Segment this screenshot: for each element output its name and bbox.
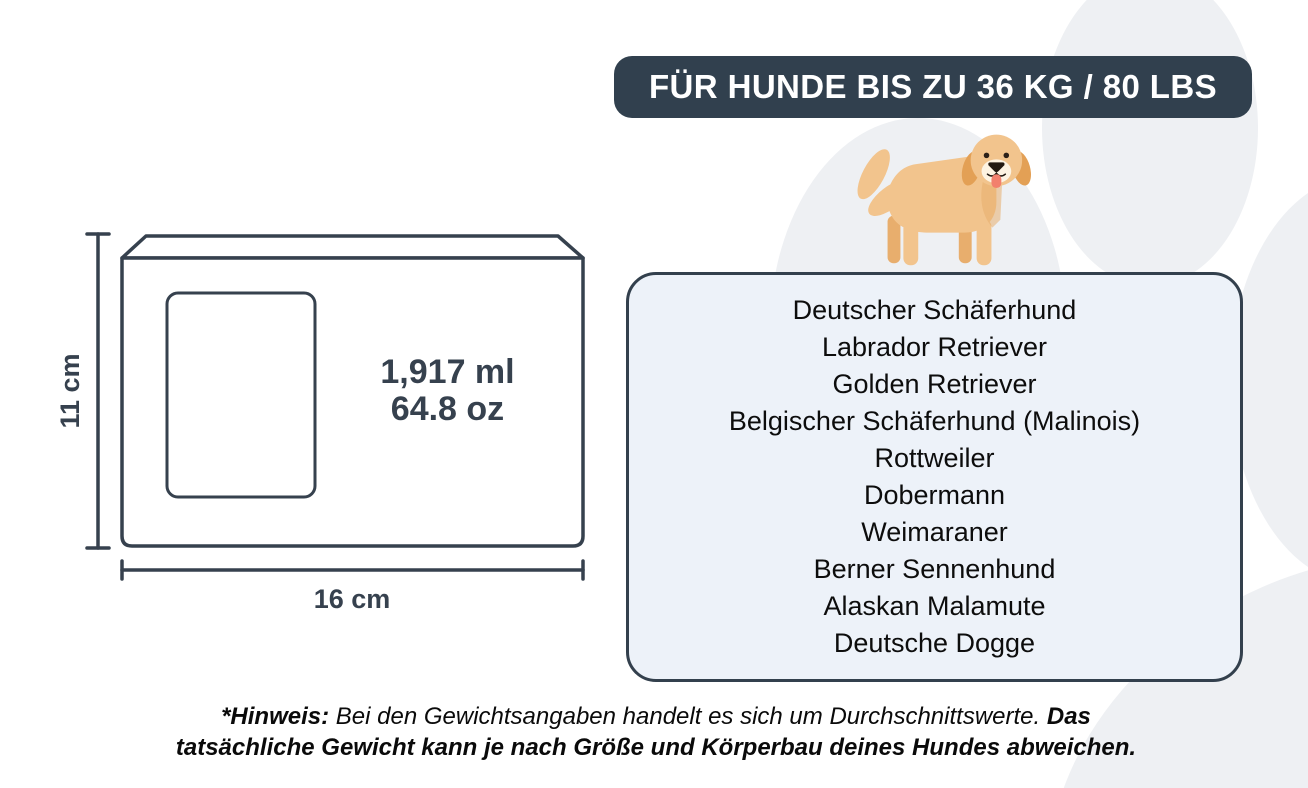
breed-item: Weimaraner (861, 517, 1008, 547)
dog-tongue (991, 174, 1002, 189)
footnote-line-2: tatsächliche Gewicht kann je nach Größe … (175, 734, 1137, 761)
container-top-face (120, 234, 585, 260)
breed-item: Deutsche Dogge (833, 628, 1036, 658)
dog-hind-leg-far (887, 215, 901, 264)
container-window (165, 291, 317, 499)
breed-item: Rottweiler (874, 443, 995, 473)
capacity-oz: 64.8 oz (390, 390, 505, 428)
width-dimension-label: 16 cm (313, 584, 391, 614)
dog-mouth (986, 171, 1007, 177)
footnote: *Hinweis: Bei den Gewichtsangaben handel… (114, 701, 1198, 763)
breed-item: Berner Sennenhund (813, 554, 1056, 584)
capacity-ml: 1,917 ml (380, 353, 515, 391)
weight-limit-banner: FÜR HUNDE BIS ZU 36 KG / 80 LBS (614, 56, 1252, 118)
paw-toe-shape (1230, 192, 1308, 568)
dog-front-leg-near (976, 219, 992, 266)
footnote-regular-text: Bei den Gewichtsangaben handelt es sich … (335, 703, 1041, 730)
banner-label: FÜR HUNDE BIS ZU 36 KG / 80 LBS (649, 68, 1217, 105)
breed-item: Belgischer Schäferhund (Malinois) (728, 406, 1141, 436)
breed-item: Alaskan Malamute (823, 591, 1046, 621)
footnote-bold-das: Das (1046, 703, 1091, 730)
breed-item: Dobermann (863, 480, 1006, 510)
golden-retriever-icon (857, 134, 1032, 266)
dog-head (961, 134, 1032, 189)
breed-list-panel: Deutscher Schäferhund Labrador Retriever… (626, 272, 1243, 682)
dog-nose (988, 162, 1005, 173)
capacity-label: 1,917 ml 64.8 oz (325, 354, 570, 428)
footnote-hinweis-prefix: *Hinweis: (221, 703, 330, 730)
height-dimension-label: 11 cm (55, 353, 85, 429)
footnote-line-1: *Hinweis: Bei den Gewichtsangaben handel… (114, 701, 1198, 732)
dog-eye-left (983, 152, 990, 159)
breed-item: Golden Retriever (832, 369, 1037, 399)
dog-hind-leg-near (903, 221, 919, 266)
dog-eye-right (1003, 152, 1010, 159)
breed-item: Labrador Retriever (821, 332, 1048, 362)
breed-item: Deutscher Schäferhund (792, 295, 1077, 325)
